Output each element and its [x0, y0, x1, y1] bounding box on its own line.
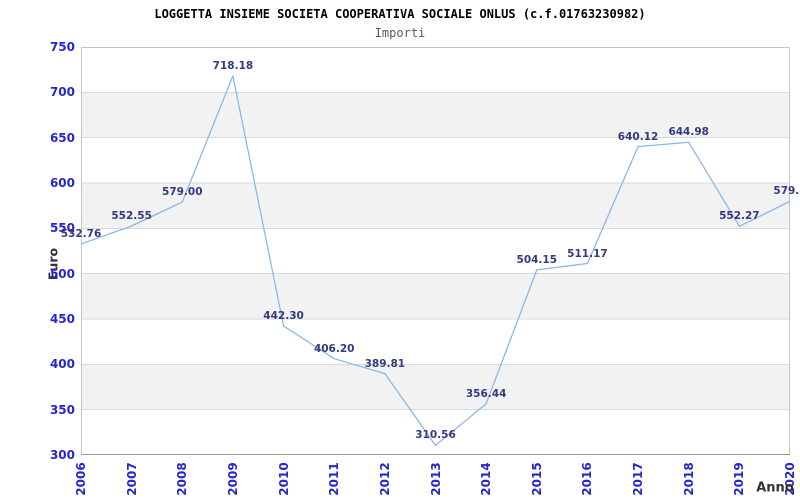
data-point-label: 504.15	[516, 253, 558, 266]
x-tick-label: 2010	[276, 462, 291, 496]
x-tick-label: 2012	[377, 462, 392, 496]
data-point-label: 644.98	[668, 126, 709, 139]
plot-area	[81, 47, 790, 455]
y-tick-label: 700	[49, 85, 75, 100]
line-chart-svg	[81, 47, 790, 455]
y-tick-label: 450	[49, 312, 75, 326]
x-tick-label: 2007	[124, 462, 139, 496]
x-tick-label: 2008	[175, 462, 190, 496]
x-tick-label: 2016	[580, 462, 595, 496]
x-tick-label: 2019	[732, 462, 747, 496]
x-tick-label: 2015	[529, 462, 544, 496]
data-point-label: 640.12	[617, 130, 659, 143]
line-series	[81, 75, 790, 447]
data-point-label: 389.81	[364, 357, 406, 370]
y-tick-label: 550	[49, 221, 75, 236]
x-tick-label: 2011	[327, 462, 342, 496]
y-tick-label: 500	[49, 266, 75, 281]
data-point-label: 310.56	[415, 429, 456, 442]
x-tick-label: 2009	[225, 462, 240, 496]
data-point-label: 552.27	[719, 210, 760, 223]
x-tick-label: 2017	[631, 462, 646, 496]
y-tick-label: 350	[49, 402, 75, 417]
band	[81, 364, 790, 410]
data-point-label: 579.8	[773, 185, 800, 198]
chart-subtitle: Importi	[374, 26, 426, 40]
chart-title: LOGGETTA INSIEME SOCIETA COOPERATIVA SOC…	[154, 7, 646, 21]
band	[81, 273, 790, 319]
data-point-label: 442.30	[263, 309, 304, 322]
data-point-label: 532.76	[60, 227, 102, 240]
x-tick-label: 2018	[681, 462, 696, 496]
data-point-label: 552.55	[111, 210, 152, 223]
data-point-label: 406.20	[313, 342, 355, 355]
x-tick-label: 2013	[428, 462, 443, 496]
x-tick-label: 2006	[74, 462, 88, 496]
x-axis-title: Anno	[756, 480, 794, 496]
data-point-label: 511.17	[567, 247, 608, 260]
data-point-label: 718.18	[212, 59, 254, 72]
y-tick-label: 400	[49, 357, 75, 372]
y-tick-label: 650	[49, 130, 75, 145]
band	[81, 183, 790, 229]
y-tick-label: 750	[49, 40, 75, 54]
y-tick-label: 300	[49, 448, 75, 462]
y-tick-label: 600	[49, 176, 75, 190]
band	[81, 92, 790, 138]
x-tick-label: 2014	[479, 462, 494, 496]
data-point-label: 579.00	[162, 186, 203, 199]
data-point-label: 356.44	[465, 387, 507, 400]
